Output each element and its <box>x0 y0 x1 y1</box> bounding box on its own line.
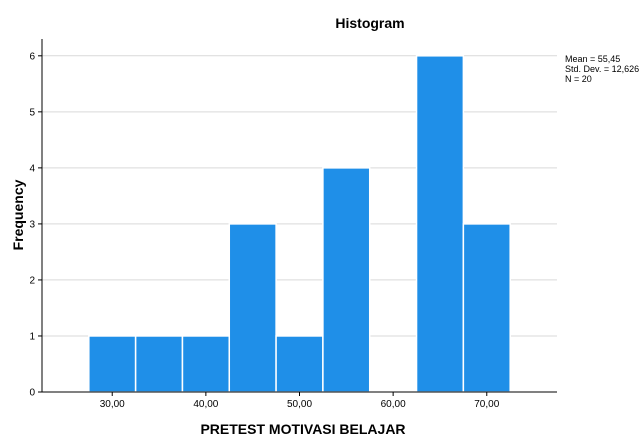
y-tick-label: 4 <box>29 163 35 174</box>
x-tick-label: 60,00 <box>381 399 406 410</box>
histogram-bar <box>415 55 465 393</box>
x-tick-label: 30,00 <box>100 399 125 410</box>
histogram-bar <box>88 335 137 393</box>
y-tick-label: 2 <box>29 275 35 286</box>
x-axis-title: PRETEST MOTIVASI BELAJAR <box>200 421 405 435</box>
histogram-bar <box>181 335 231 393</box>
histogram-bar <box>462 223 511 393</box>
stats-std-dev: Std. Dev. = 12,626 <box>565 64 639 74</box>
x-tick-label: 70,00 <box>474 399 499 410</box>
y-tick-label: 3 <box>29 219 35 230</box>
histogram-bar <box>322 167 371 393</box>
y-tick-label: 0 <box>29 388 35 399</box>
x-tick-label: 50,00 <box>287 399 312 410</box>
x-tick-label: 40,00 <box>193 399 218 410</box>
stats-n: N = 20 <box>565 74 592 84</box>
histogram-bar <box>228 223 277 393</box>
histogram-bar <box>134 335 184 393</box>
y-tick-label: 6 <box>29 51 35 62</box>
tick-layer: 0 1 2 3 4 5 6 30,00 40,00 50,00 60,00 70,00 <box>29 51 499 410</box>
histogram-bar <box>275 335 324 393</box>
chart-title: Histogram <box>335 15 404 31</box>
y-tick-label: 1 <box>29 331 35 342</box>
y-tick-label: 5 <box>29 107 35 118</box>
y-axis-title: Frequency <box>10 179 26 250</box>
bar-layer <box>88 55 511 393</box>
stats-mean: Mean = 55,45 <box>565 54 620 64</box>
stats-annotation: Mean = 55,45 Std. Dev. = 12,626 N = 20 <box>565 54 639 84</box>
